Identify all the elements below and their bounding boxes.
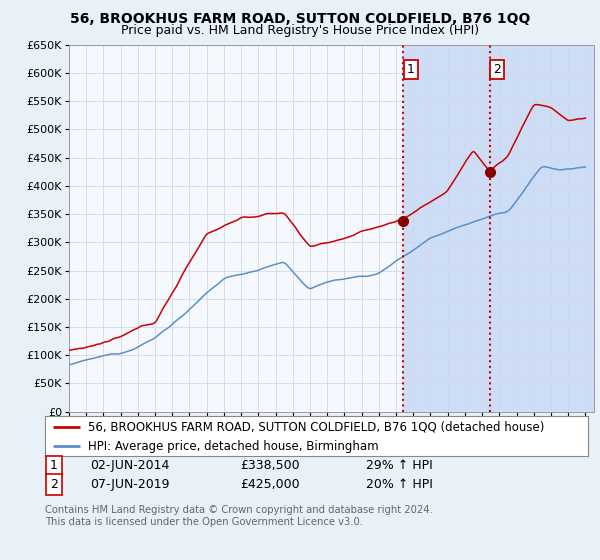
Text: 02-JUN-2014: 02-JUN-2014: [90, 459, 169, 473]
Text: £425,000: £425,000: [240, 478, 299, 491]
Text: Price paid vs. HM Land Registry's House Price Index (HPI): Price paid vs. HM Land Registry's House …: [121, 24, 479, 36]
Text: 56, BROOKHUS FARM ROAD, SUTTON COLDFIELD, B76 1QQ (detached house): 56, BROOKHUS FARM ROAD, SUTTON COLDFIELD…: [88, 421, 545, 434]
Text: 56, BROOKHUS FARM ROAD, SUTTON COLDFIELD, B76 1QQ: 56, BROOKHUS FARM ROAD, SUTTON COLDFIELD…: [70, 12, 530, 26]
Text: 2: 2: [493, 63, 501, 76]
Text: 2: 2: [50, 478, 58, 491]
Text: 1: 1: [407, 63, 415, 76]
Text: 20% ↑ HPI: 20% ↑ HPI: [366, 478, 433, 491]
Text: HPI: Average price, detached house, Birmingham: HPI: Average price, detached house, Birm…: [88, 440, 379, 453]
Text: 1: 1: [50, 459, 58, 473]
Text: 29% ↑ HPI: 29% ↑ HPI: [366, 459, 433, 473]
Text: £338,500: £338,500: [240, 459, 299, 473]
Text: 07-JUN-2019: 07-JUN-2019: [90, 478, 170, 491]
Text: Contains HM Land Registry data © Crown copyright and database right 2024.
This d: Contains HM Land Registry data © Crown c…: [45, 505, 433, 527]
Bar: [403, 45, 600, 412]
